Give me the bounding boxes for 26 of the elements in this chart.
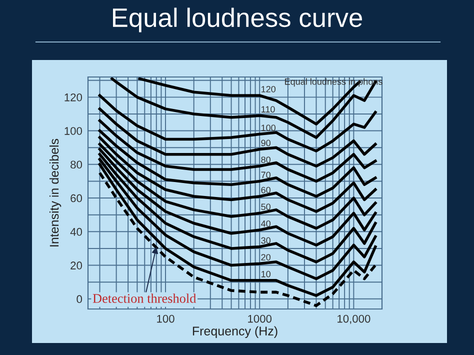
y-tick-label: 20 <box>70 262 82 270</box>
series-label: 120 <box>261 86 276 92</box>
x-tick-label: 1000 <box>248 314 272 323</box>
y-tick-label: 120 <box>64 93 82 102</box>
series-label: 40 <box>261 220 270 227</box>
x-axis-title: Frequency (Hz) <box>192 326 278 338</box>
annotation: Detection threshold <box>92 294 196 303</box>
y-tick-label: 100 <box>64 127 82 135</box>
series-label: 50 <box>261 204 270 210</box>
y-tick-label: 60 <box>70 194 82 202</box>
series-label: 110 <box>261 106 275 113</box>
series-label: 60 <box>261 186 270 194</box>
series-label: 70 <box>261 172 270 178</box>
y-tick-label: 80 <box>70 160 82 169</box>
chart-title: Equal loudness curve <box>113 8 362 32</box>
x-tick-label: 100 <box>157 314 174 323</box>
series-label: 90 <box>261 140 270 146</box>
series-label: 20 <box>261 254 270 260</box>
y-tick-label: 0 <box>76 295 82 304</box>
y-axis-title: Intensity in decibels <box>49 138 62 246</box>
series-label: 100 <box>261 124 276 132</box>
series-label: 80 <box>261 156 270 163</box>
series-label: 10 <box>261 270 270 278</box>
x-tick-label: 10,000 <box>338 314 370 324</box>
series-label: 30 <box>261 237 270 244</box>
y-tick-label: 40 <box>70 228 82 236</box>
